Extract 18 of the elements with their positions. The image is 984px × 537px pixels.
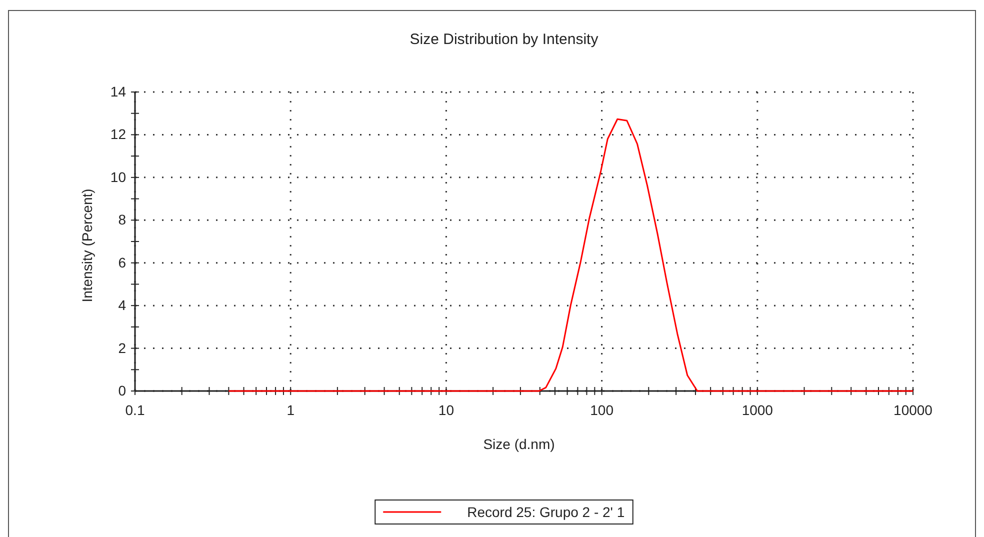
x-axis-title: Size (d.nm) xyxy=(483,436,555,452)
y-tick-label: 14 xyxy=(110,83,126,100)
x-tick-label: 10 xyxy=(438,402,454,418)
y-axis-title: Intensity (Percent) xyxy=(79,188,95,302)
x-tick-label: 10000 xyxy=(894,402,933,418)
y-tick-label: 0 xyxy=(118,382,126,398)
x-tick-label: 0.1 xyxy=(125,402,145,418)
legend-label: Record 25: Grupo 2 - 2' 1 xyxy=(467,504,625,520)
y-tick-label: 4 xyxy=(118,297,126,314)
chart-title: Size Distribution by Intensity xyxy=(410,31,599,48)
y-tick-label: 6 xyxy=(118,254,126,270)
x-tick-label: 1000 xyxy=(742,402,774,418)
x-tick-label: 1 xyxy=(286,402,295,418)
y-tick-label: 8 xyxy=(118,212,126,228)
x-tick-label: 100 xyxy=(590,402,614,418)
y-tick-label: 2 xyxy=(118,340,126,356)
y-tick-label: 10 xyxy=(110,168,126,185)
y-tick-label: 12 xyxy=(110,126,126,142)
